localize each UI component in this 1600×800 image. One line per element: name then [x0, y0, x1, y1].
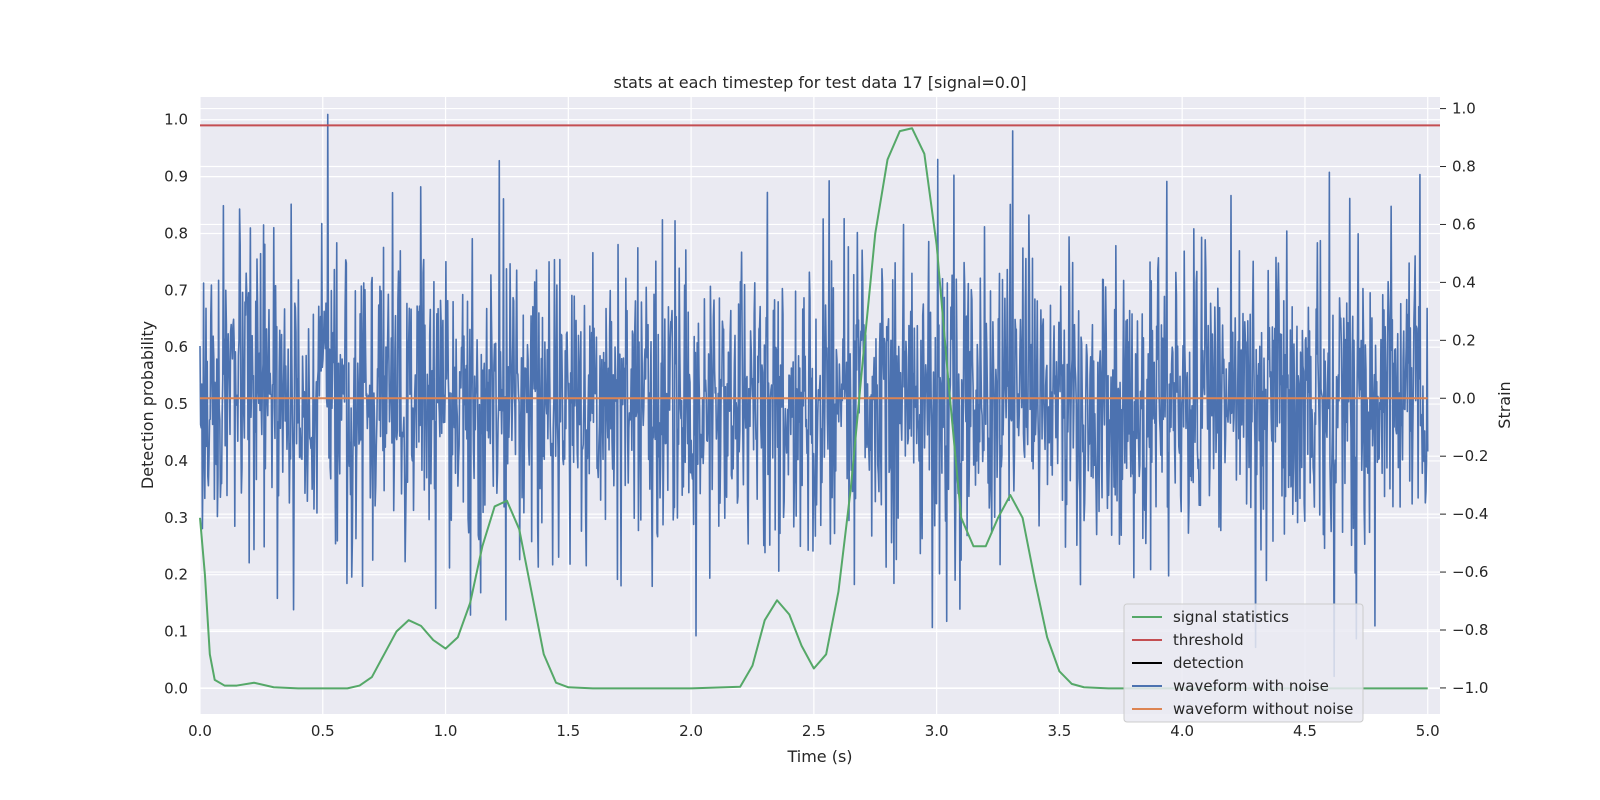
legend-label-threshold: threshold — [1173, 631, 1244, 649]
y2-tick-label: 0.8 — [1452, 158, 1476, 176]
chart-title: stats at each timestep for test data 17 … — [614, 73, 1027, 92]
y2-tick-label: −0.4 — [1452, 505, 1488, 523]
y2-tick-label: 0.2 — [1452, 331, 1476, 349]
x-tick-label: 2.0 — [679, 722, 703, 740]
x-axis-ticks: 0.0 0.5 1.0 1.5 2.0 2.5 3.0 3.5 4.0 4.5 5.0 — [188, 722, 1440, 740]
y-tick-label: 0.3 — [164, 509, 188, 527]
y-tick-label: 0.9 — [164, 168, 188, 186]
y2-tick-label: −1.0 — [1452, 679, 1488, 697]
series-signal-statistics — [199, 127, 1428, 690]
y2-tick-label: −0.8 — [1452, 621, 1488, 639]
x-tick-label: 4.5 — [1293, 722, 1317, 740]
x-tick-label: 0.5 — [311, 722, 335, 740]
legend-label-detection: detection — [1173, 654, 1244, 672]
y-axis-label: Detection probability — [138, 321, 157, 489]
legend-label-signal-statistics: signal statistics — [1173, 608, 1289, 626]
x-tick-label: 3.0 — [925, 722, 949, 740]
y-tick-label: 0.4 — [164, 452, 188, 470]
plot-area — [199, 113, 1440, 690]
y-tick-label: 0.5 — [164, 395, 188, 413]
x-tick-label: 5.0 — [1416, 722, 1440, 740]
x-tick-label: 2.5 — [802, 722, 826, 740]
legend-label-waveform-with-noise: waveform with noise — [1173, 677, 1329, 695]
y2-axis-label: Strain — [1495, 381, 1514, 428]
y2-tick-label: 0.0 — [1452, 389, 1476, 407]
x-axis-label: Time (s) — [786, 747, 852, 766]
x-tick-label: 0.0 — [188, 722, 212, 740]
y2-tick-label: 0.6 — [1452, 215, 1476, 233]
y-tick-label: 0.2 — [164, 566, 188, 584]
x-tick-label: 1.0 — [434, 722, 458, 740]
x-tick-label: 3.5 — [1047, 722, 1071, 740]
y2-axis-ticks: −1.0 −0.8 −0.6 −0.4 −0.2 0.0 0.2 0.4 0.6 0.8 1.0 — [1440, 100, 1488, 697]
legend-label-waveform-without-noise: waveform without noise — [1173, 700, 1353, 718]
y-tick-label: 0.7 — [164, 281, 188, 299]
y-tick-label: 0.1 — [164, 623, 188, 641]
legend: signal statistics threshold detection wa… — [1123, 603, 1364, 723]
y-tick-label: 0.6 — [164, 338, 188, 356]
y2-tick-label: −0.2 — [1452, 447, 1488, 465]
x-tick-label: 4.0 — [1170, 722, 1194, 740]
y-tick-label: 0.0 — [164, 679, 188, 697]
y-tick-label: 1.0 — [164, 111, 188, 129]
x-tick-label: 1.5 — [556, 722, 580, 740]
legend-box — [1123, 603, 1364, 723]
y2-tick-label: 1.0 — [1452, 100, 1476, 118]
y-axis-ticks: 0.0 0.1 0.2 0.3 0.4 0.5 0.6 0.7 0.8 0.9 1.0 — [164, 111, 188, 698]
series-waveform-with-noise — [199, 113, 1429, 678]
y-tick-label: 0.8 — [164, 224, 188, 242]
y2-tick-label: −0.6 — [1452, 563, 1488, 581]
y2-tick-label: 0.4 — [1452, 273, 1476, 291]
